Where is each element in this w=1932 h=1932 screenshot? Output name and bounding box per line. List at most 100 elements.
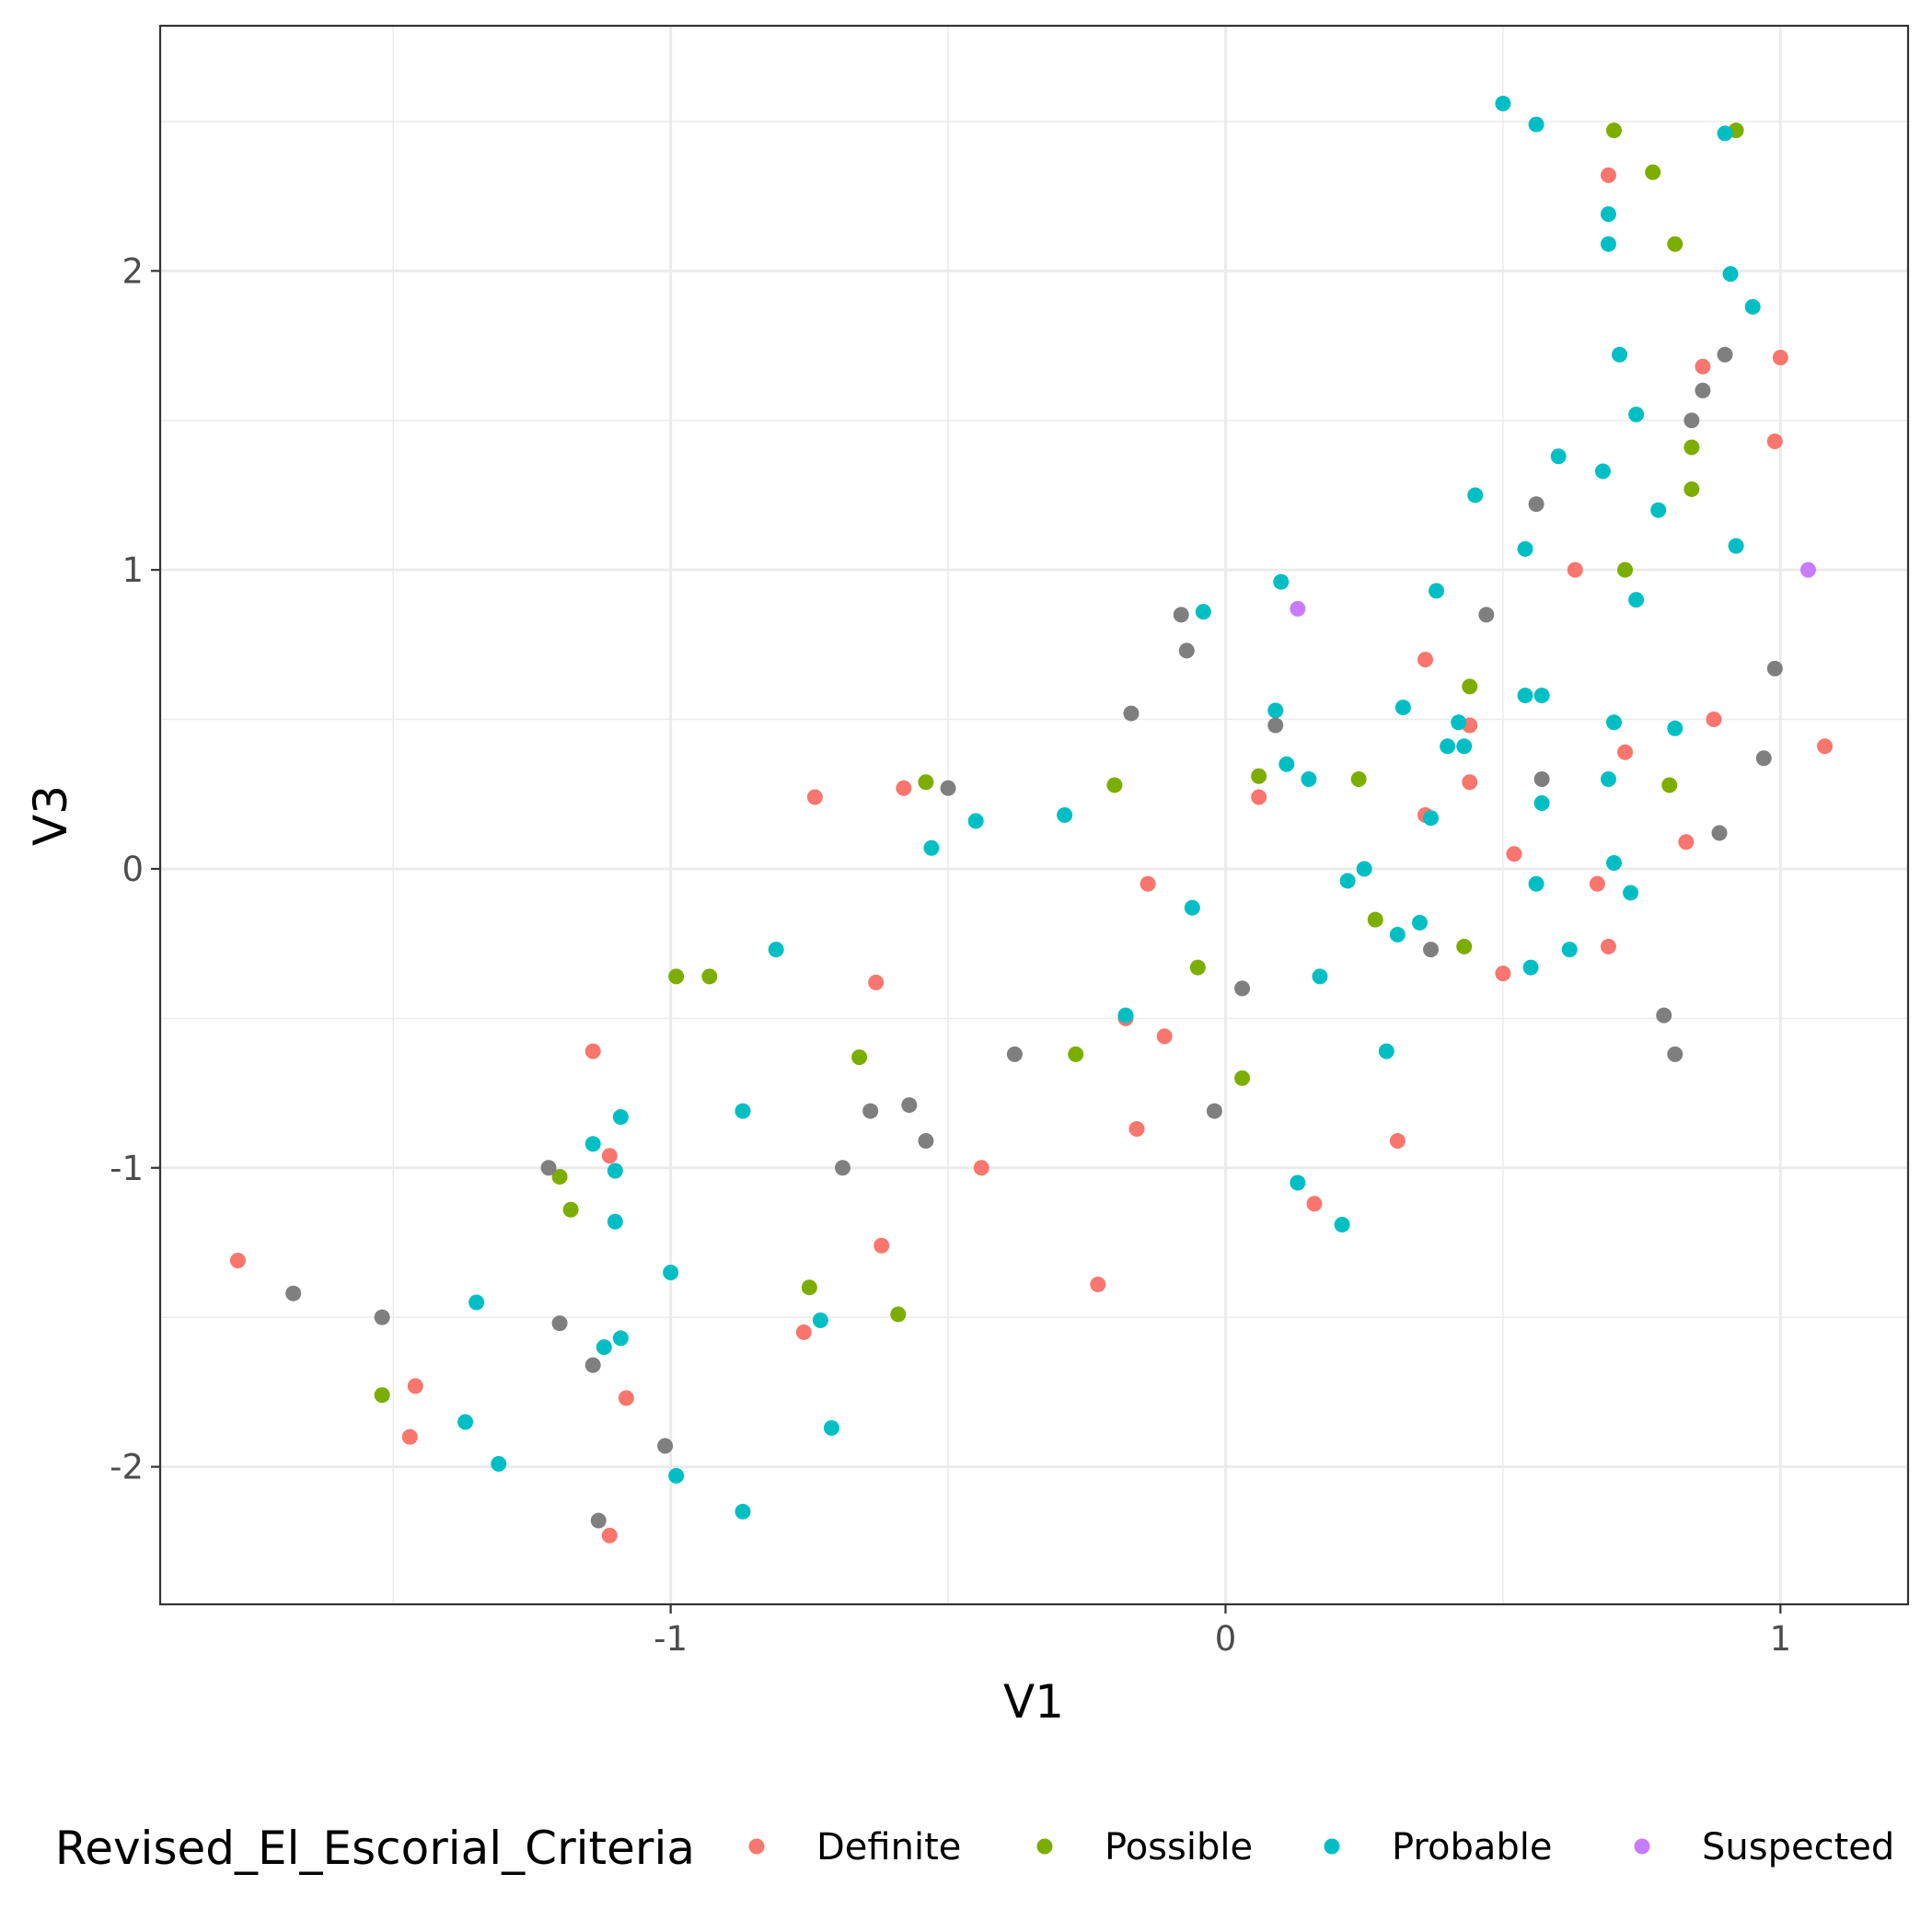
data-point bbox=[1389, 926, 1406, 943]
data-point bbox=[457, 1414, 474, 1430]
data-point bbox=[1589, 875, 1605, 892]
data-point bbox=[1628, 592, 1645, 608]
data-point bbox=[1467, 487, 1484, 503]
data-point bbox=[1456, 738, 1473, 755]
data-point bbox=[1417, 652, 1434, 668]
data-point bbox=[1678, 834, 1695, 850]
data-point bbox=[851, 1049, 868, 1066]
data-point bbox=[1251, 768, 1267, 784]
legend: Revised_El_Escorial_Criteria Definite Pos… bbox=[55, 1822, 1895, 1875]
data-point bbox=[901, 1097, 918, 1114]
data-point bbox=[1656, 1007, 1672, 1024]
data-point bbox=[663, 1264, 679, 1280]
data-point bbox=[1495, 95, 1511, 111]
data-point bbox=[923, 839, 940, 856]
data-point bbox=[657, 1438, 674, 1454]
data-point bbox=[1068, 1046, 1084, 1062]
data-point bbox=[1533, 795, 1550, 812]
data-point bbox=[668, 1467, 685, 1484]
data-point bbox=[1600, 938, 1616, 954]
data-point bbox=[1423, 942, 1440, 958]
data-point bbox=[1706, 711, 1722, 728]
data-point bbox=[1339, 873, 1356, 889]
data-point bbox=[735, 1503, 751, 1520]
data-point bbox=[1600, 236, 1616, 252]
data-point bbox=[1661, 777, 1678, 793]
data-point bbox=[612, 1330, 629, 1347]
y-axis-title: V3 bbox=[24, 785, 77, 846]
legend-label: Possible bbox=[1105, 1826, 1253, 1868]
data-point bbox=[823, 1419, 839, 1436]
data-point bbox=[1456, 938, 1473, 954]
data-point bbox=[1623, 885, 1639, 901]
data-point bbox=[801, 1279, 817, 1296]
data-point bbox=[584, 1357, 601, 1373]
data-point bbox=[1717, 346, 1733, 363]
data-point bbox=[868, 974, 885, 990]
data-point bbox=[1389, 1133, 1406, 1150]
data-point bbox=[1650, 502, 1667, 518]
data-point bbox=[607, 1213, 623, 1230]
data-point bbox=[1195, 604, 1211, 620]
data-point bbox=[1278, 756, 1295, 772]
y-tick-label: -1 bbox=[110, 1149, 144, 1188]
data-point bbox=[374, 1387, 390, 1404]
panel-border bbox=[158, 24, 1910, 1606]
data-point bbox=[1478, 607, 1495, 623]
data-point bbox=[1128, 1121, 1145, 1138]
data-point bbox=[1755, 750, 1772, 767]
x-axis-title: V1 bbox=[1003, 1675, 1064, 1729]
data-point bbox=[1567, 561, 1583, 578]
data-point bbox=[1251, 789, 1267, 805]
data-point bbox=[701, 968, 718, 985]
legend-title: Revised_El_Escorial_Criteria bbox=[55, 1822, 695, 1875]
data-point bbox=[862, 1103, 879, 1119]
data-point bbox=[1156, 1028, 1173, 1045]
data-point bbox=[584, 1043, 601, 1059]
data-point bbox=[1600, 771, 1616, 788]
data-point bbox=[1106, 777, 1123, 793]
data-point bbox=[562, 1201, 579, 1218]
data-point bbox=[1528, 875, 1544, 892]
data-point bbox=[1006, 1046, 1023, 1062]
data-point bbox=[469, 1294, 485, 1311]
data-point bbox=[612, 1109, 629, 1126]
data-point bbox=[918, 774, 934, 791]
data-point bbox=[1462, 678, 1478, 695]
data-point bbox=[1772, 350, 1788, 366]
data-point bbox=[1290, 600, 1306, 617]
data-point bbox=[1306, 1196, 1323, 1212]
data-point bbox=[1423, 810, 1440, 827]
data-point bbox=[873, 1237, 890, 1254]
data-point bbox=[1617, 561, 1634, 578]
data-point bbox=[835, 1160, 851, 1176]
data-point bbox=[540, 1160, 557, 1176]
data-point bbox=[1301, 771, 1317, 788]
data-point bbox=[1683, 480, 1700, 497]
data-point bbox=[1517, 540, 1533, 557]
data-point bbox=[590, 1512, 607, 1529]
data-point bbox=[584, 1136, 601, 1152]
data-point bbox=[1517, 688, 1533, 704]
data-point bbox=[229, 1252, 246, 1268]
data-point bbox=[918, 1133, 934, 1150]
data-point bbox=[1117, 1007, 1134, 1024]
data-point bbox=[1312, 968, 1328, 985]
data-point bbox=[1506, 846, 1522, 862]
data-point bbox=[1334, 1216, 1350, 1232]
data-point bbox=[1667, 236, 1683, 252]
data-point bbox=[812, 1312, 828, 1328]
data-point bbox=[1189, 959, 1206, 976]
data-point bbox=[973, 1160, 989, 1176]
data-point bbox=[1561, 942, 1578, 958]
data-point bbox=[374, 1309, 390, 1325]
data-point bbox=[491, 1455, 507, 1472]
legend-label: Suspected bbox=[1702, 1826, 1894, 1868]
data-point bbox=[1722, 266, 1739, 283]
data-point bbox=[1594, 463, 1611, 480]
grid-minor bbox=[160, 26, 1908, 1604]
data-point bbox=[896, 780, 912, 796]
data-points bbox=[229, 95, 1834, 1544]
data-point bbox=[1628, 406, 1645, 422]
data-point bbox=[768, 942, 784, 958]
